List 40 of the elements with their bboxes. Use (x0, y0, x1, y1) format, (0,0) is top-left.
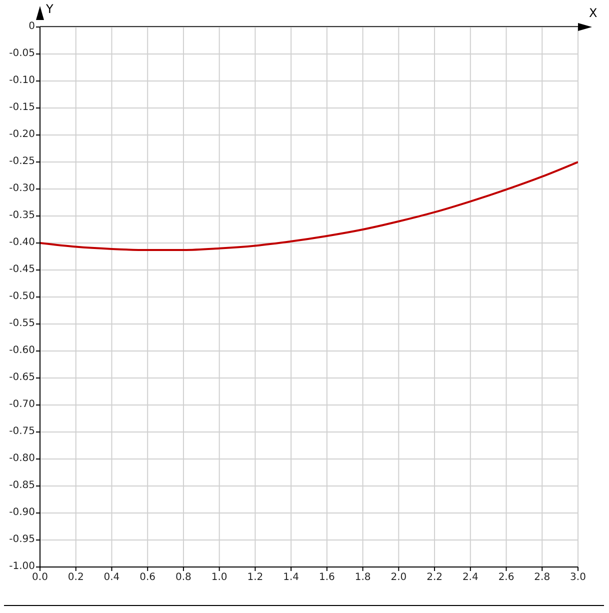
x-tick-label: 2.0 (390, 572, 407, 584)
y-tick-label: -0.60 (9, 345, 35, 357)
x-tick-label: 2.4 (462, 572, 478, 584)
y-tick-label: -0.95 (9, 534, 35, 546)
x-tick-label: 1.4 (283, 572, 300, 584)
y-tick-label: -0.70 (9, 399, 35, 411)
y-tick-label: -0.55 (9, 318, 35, 330)
y-tick-label: -0.10 (9, 75, 35, 87)
x-tick-label: 1.6 (318, 572, 335, 584)
y-tick-label: -0.30 (9, 183, 35, 195)
y-tick-label: -0.15 (9, 102, 35, 114)
x-tick-label: 1.8 (354, 572, 371, 584)
x-tick-label: 0.8 (176, 572, 192, 584)
y-tick-label: -0.20 (9, 129, 35, 141)
x-tick-label: 2.6 (498, 572, 514, 584)
y-tick-label: -0.85 (9, 480, 35, 492)
y-tick-label: -0.40 (9, 237, 35, 249)
y-tick-label: -0.05 (9, 48, 35, 60)
x-axis-title: X (589, 6, 598, 20)
x-tick-label: 2.2 (426, 572, 442, 584)
y-axis-title: Y (46, 2, 54, 16)
y-tick-label: -0.50 (9, 291, 35, 303)
y-tick-label: -0.75 (9, 426, 35, 438)
y-tick-label: -0.80 (9, 453, 35, 465)
y-tick-label: 0 (28, 21, 35, 33)
y-tick-label: -0.25 (9, 156, 35, 168)
x-tick-label: 1.0 (211, 572, 228, 584)
y-tick-label: -0.90 (9, 507, 35, 519)
x-tick-label: 3.0 (570, 572, 586, 584)
y-tick-label: -0.45 (9, 264, 35, 276)
x-tick-label: 0.4 (104, 572, 120, 584)
x-tick-label: 2.8 (534, 572, 550, 584)
y-tick-label: -1.00 (9, 561, 35, 572)
y-tick-label: -0.35 (9, 210, 35, 222)
x-tick-label: 0.2 (68, 572, 84, 584)
x-tick-label: 1.2 (247, 572, 264, 584)
y-tick-label: -0.65 (9, 372, 35, 384)
x-tick-label: 0.6 (140, 572, 156, 584)
x-tick-label: 0.0 (32, 572, 48, 584)
line-series (40, 161, 578, 252)
